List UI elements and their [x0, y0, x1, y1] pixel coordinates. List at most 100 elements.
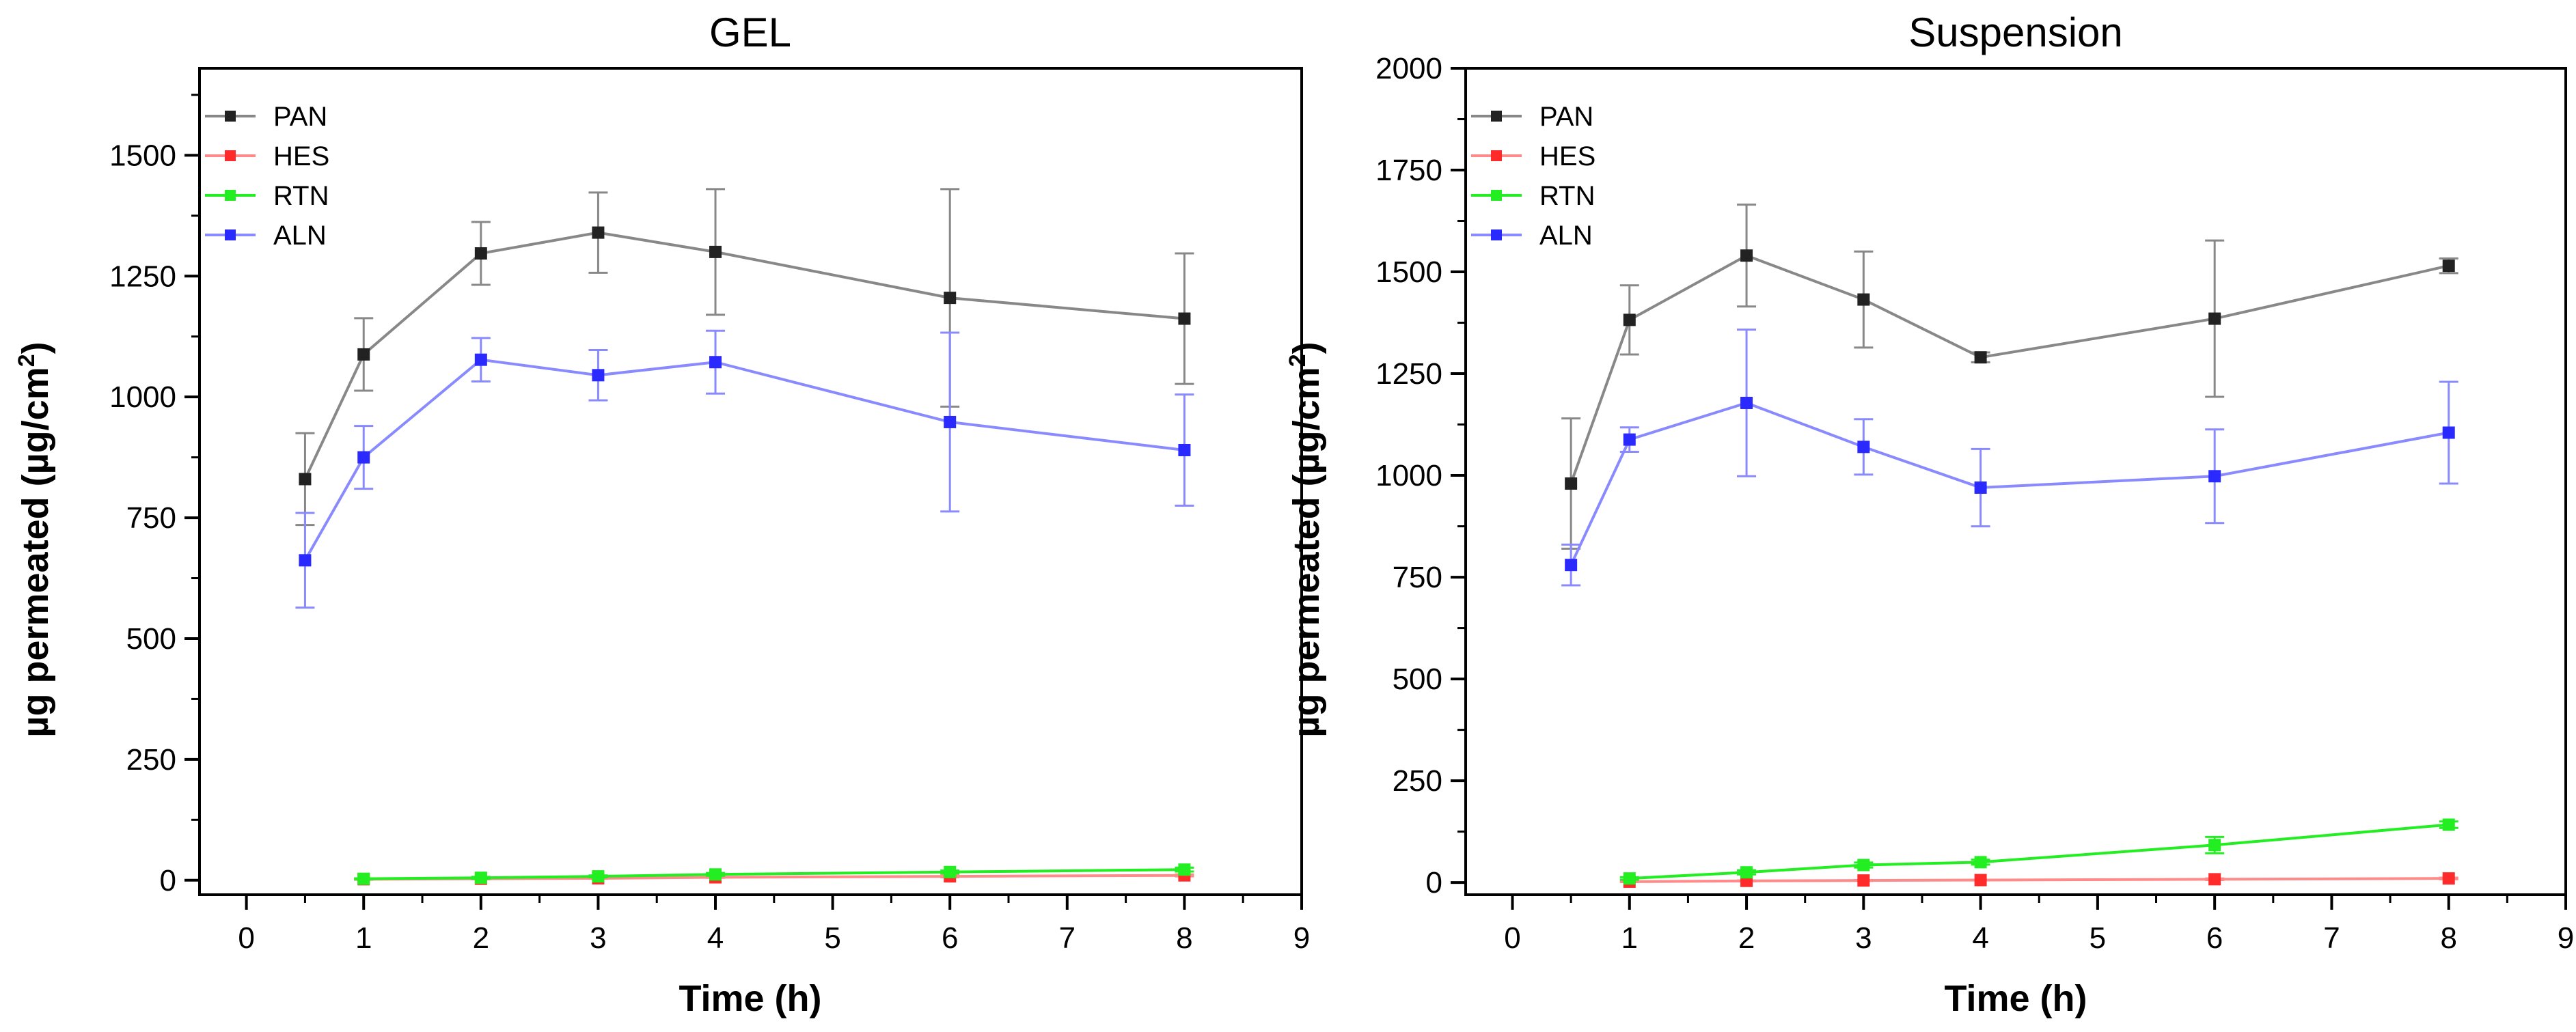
data-point-aln — [299, 554, 312, 567]
gel-chart: GEL Time (h) µg permeated (µg/cm2) 0 1 2 3 4… — [14, 10, 1310, 1019]
legend-label: ALN — [1539, 221, 1593, 251]
x-axis-label: Time (h) — [679, 978, 821, 1019]
data-point-pan — [709, 245, 722, 258]
y-tick-label: 1000 — [1375, 459, 1442, 492]
data-point-pan — [357, 348, 370, 361]
data-point-aln — [1623, 433, 1636, 446]
x-tick-label: 3 — [1855, 921, 1872, 955]
x-tick-label: 5 — [2089, 921, 2106, 955]
x-tick-label: 6 — [942, 921, 958, 955]
series-line-hes — [1629, 877, 2449, 883]
data-point-pan — [944, 292, 957, 305]
data-point-rtn — [709, 868, 722, 881]
x-tick-label: 7 — [2323, 921, 2340, 955]
data-point-aln — [1565, 559, 1578, 572]
x-tick-label: 2 — [1738, 921, 1755, 955]
data-point-aln — [709, 356, 722, 369]
y-tick-label: 0 — [1426, 866, 1442, 899]
data-point-rtn — [2208, 839, 2221, 852]
plot-frame — [1464, 67, 2567, 896]
data-point-pan — [592, 226, 605, 239]
plot-area: 0 1 2 3 4 5 6 7 8 9 0 250 500 750 1000 1250 1500 1750 2000… — [1375, 52, 2574, 955]
chart-title: GEL — [709, 10, 791, 55]
data-point-aln — [2208, 470, 2221, 483]
x-tick-label: 3 — [590, 921, 606, 955]
series-line-aln — [303, 358, 1185, 561]
x-tick-label: 5 — [824, 921, 840, 955]
x-tick-label: 8 — [1176, 921, 1192, 955]
x-tick-label: 6 — [2206, 921, 2223, 955]
y-axis-label: µg permeated (µg/cm2) — [1285, 341, 1327, 737]
y-axis-label-tail: ) — [1286, 341, 1327, 354]
data-point-rtn — [1974, 856, 1987, 869]
data-point-rtn — [1623, 872, 1636, 885]
y-tick-label: 500 — [1393, 663, 1442, 696]
legend-label: PAN — [273, 102, 327, 132]
data-point-rtn — [474, 871, 487, 884]
data-point-hes — [2442, 872, 2455, 885]
legend-label: HES — [1539, 141, 1595, 171]
x-tick-label: 7 — [1059, 921, 1075, 955]
data-point-aln — [2442, 426, 2455, 439]
x-tick-label: 1 — [1621, 921, 1638, 955]
x-tick-label: 9 — [2558, 921, 2574, 955]
data-point-rtn — [1178, 863, 1191, 876]
data-point-rtn — [944, 865, 957, 878]
data-point-aln — [1857, 441, 1870, 454]
data-point-pan — [2208, 312, 2221, 325]
y-axis-label-main: µg permeated (µg/cm — [1286, 367, 1327, 737]
x-tick-label: 0 — [1504, 921, 1520, 955]
data-point-pan — [1623, 313, 1636, 326]
y-tick-label: 1250 — [1375, 357, 1442, 391]
data-point-pan — [1178, 312, 1191, 325]
series-line-pan — [1570, 253, 2450, 484]
x-tick-label: 4 — [707, 921, 724, 955]
data-point-rtn — [1740, 866, 1753, 879]
x-tick-label: 1 — [355, 921, 372, 955]
legend-marker — [225, 111, 236, 122]
legend-marker — [1491, 111, 1502, 122]
y-axis-label-sup: 2 — [1285, 354, 1311, 367]
y-axis-label-tail: ) — [15, 341, 56, 354]
data-point-hes — [1974, 874, 1987, 887]
y-axis-label-sup: 2 — [14, 354, 40, 367]
legend: PAN HES RTN ALN — [1471, 102, 1595, 251]
data-point-rtn — [1857, 859, 1870, 871]
suspension-chart: Suspension Time (h) µg permeated (µg/cm2… — [1285, 10, 2574, 1019]
legend-marker — [1491, 190, 1502, 201]
x-tick-label: 9 — [1293, 921, 1310, 955]
y-tick-label: 250 — [1393, 764, 1442, 798]
data-point-rtn — [2442, 818, 2455, 831]
y-tick-label: 500 — [126, 622, 176, 656]
y-tick-label: 750 — [1393, 561, 1442, 594]
y-tick-label: 1500 — [1375, 255, 1442, 289]
y-axis-label: µg permeated (µg/cm2) — [14, 341, 56, 737]
data-point-pan — [1740, 249, 1753, 262]
series-line-rtn — [1629, 823, 2449, 880]
data-point-aln — [1740, 396, 1753, 409]
chart-title: Suspension — [1908, 10, 2123, 55]
y-tick-label: 1500 — [109, 139, 176, 172]
data-point-aln — [592, 369, 605, 382]
series-line-pan — [303, 231, 1185, 480]
y-tick-label: 2000 — [1375, 52, 1442, 85]
series-line-aln — [1570, 401, 2450, 566]
legend-label: ALN — [273, 221, 327, 251]
data-point-aln — [1974, 481, 1987, 494]
data-point-hes — [1857, 874, 1870, 887]
legend-label: PAN — [1539, 102, 1593, 132]
data-point-hes — [2208, 873, 2221, 886]
data-point-rtn — [592, 870, 605, 883]
data-point-rtn — [357, 872, 370, 885]
y-tick-label: 1750 — [1375, 154, 1442, 187]
legend: PAN HES RTN ALN — [205, 102, 329, 251]
x-tick-label: 0 — [238, 921, 254, 955]
x-tick-label: 8 — [2440, 921, 2456, 955]
legend-marker — [1491, 229, 1502, 240]
data-point-pan — [299, 473, 312, 486]
legend-marker — [1491, 150, 1502, 161]
legend-marker — [225, 150, 236, 161]
data-point-aln — [474, 353, 487, 366]
y-tick-label: 1250 — [109, 260, 176, 293]
